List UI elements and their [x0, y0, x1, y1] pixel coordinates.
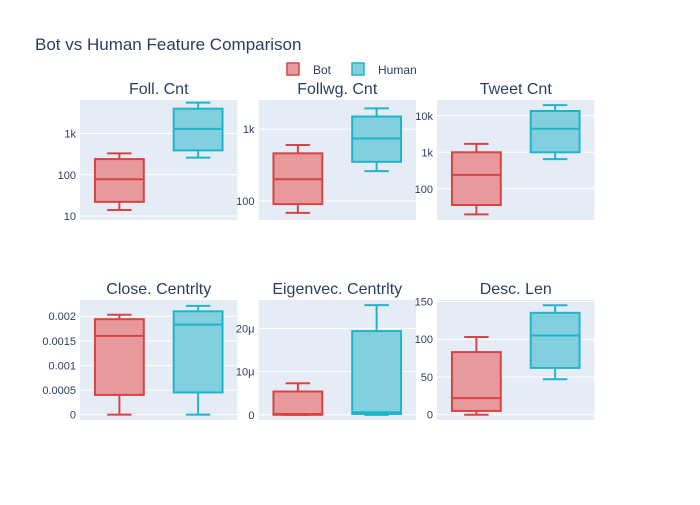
box-body-human-close-centrlty: [172, 310, 224, 394]
box-human-desc-len: [529, 304, 581, 381]
legend-label-human: Human: [378, 63, 417, 77]
box-human-foll-cnt: [172, 101, 224, 159]
y-tick-label-tweet-cnt-2: 10k: [415, 111, 433, 123]
box-body-bot-eigenvec-centrlty: [272, 390, 324, 416]
y-tick-label-tweet-cnt-1: 1k: [421, 147, 433, 159]
y-tick-label-desc-len-1: 50: [421, 372, 433, 384]
y-tick-label-eigenvec-centrlty-2: 20μ: [236, 323, 255, 335]
box-bot-follwg-cnt: [272, 144, 324, 214]
panel-title-follwg-cnt: Follwg. Cnt: [297, 81, 378, 98]
panel-close-centrlty: 0 0.0005 0.001 0.0015 0.002 Close. Centrlty: [42, 281, 238, 422]
panel-eigenvec-centrlty: 0 10μ 20μ Eigenvec. Centrlty: [236, 281, 416, 422]
panel-title-foll-cnt: Foll. Cnt: [129, 81, 189, 98]
panel-follwg-cnt: 100 1k Follwg. Cnt: [236, 81, 416, 220]
box-bot-foll-cnt: [93, 152, 145, 211]
panel-title-eigenvec-centrlty: Eigenvec. Centrlty: [272, 281, 402, 298]
y-tick-label-follwg-cnt-0: 100: [236, 196, 254, 208]
y-tick-label-foll-cnt-0: 10: [64, 211, 76, 223]
y-tick-label-desc-len-0: 0: [427, 410, 433, 422]
legend-item-human[interactable]: Human: [351, 62, 417, 77]
panel-desc-len: 0 50 100 150 Desc. Len: [415, 281, 595, 422]
y-tick-label-eigenvec-centrlty-0: 0: [248, 410, 254, 422]
y-tick-label-foll-cnt-2: 1k: [64, 129, 76, 141]
y-tick-label-tweet-cnt-0: 100: [415, 184, 433, 196]
box-human-follwg-cnt: [351, 107, 403, 173]
y-tick-label-close-centrlty-3: 0.0015: [42, 336, 76, 348]
legend[interactable]: Bot Human: [286, 62, 417, 77]
legend-swatch-bot: [286, 62, 300, 76]
legend-swatch-human: [351, 62, 365, 76]
box-human-tweet-cnt: [529, 104, 581, 161]
box-bot-eigenvec-centrlty: [272, 382, 324, 416]
box-body-bot-foll-cnt: [93, 158, 145, 203]
y-tick-label-follwg-cnt-1: 1k: [243, 124, 255, 136]
box-body-human-eigenvec-centrlty: [351, 330, 403, 415]
box-human-close-centrlty: [172, 304, 224, 416]
y-tick-label-close-centrlty-1: 0.0005: [42, 385, 76, 397]
y-tick-label-eigenvec-centrlty-1: 10μ: [236, 367, 255, 379]
box-bot-close-centrlty: [93, 313, 145, 416]
y-tick-label-desc-len-2: 100: [415, 334, 433, 346]
box-bot-tweet-cnt: [450, 142, 502, 216]
figure-title: Bot vs Human Feature Comparison: [35, 35, 301, 54]
panel-title-tweet-cnt: Tweet Cnt: [480, 81, 553, 98]
box-human-eigenvec-centrlty: [351, 304, 403, 416]
box-body-bot-close-centrlty: [93, 318, 145, 396]
box-body-human-desc-len: [529, 311, 581, 369]
panel-title-close-centrlty: Close. Centrlty: [106, 281, 211, 298]
box-body-bot-desc-len: [450, 351, 502, 412]
box-body-human-tweet-cnt: [529, 109, 581, 154]
box-body-bot-tweet-cnt: [450, 151, 502, 207]
legend-label-bot: Bot: [313, 63, 332, 77]
panel-title-desc-len: Desc. Len: [480, 281, 552, 298]
y-tick-label-desc-len-3: 150: [415, 297, 433, 309]
legend-item-bot[interactable]: Bot: [286, 62, 332, 77]
panel-foll-cnt: 10 100 1k Foll. Cnt: [58, 81, 238, 223]
y-tick-label-close-centrlty-2: 0.001: [48, 360, 76, 372]
y-tick-label-close-centrlty-0: 0: [70, 410, 76, 422]
panel-tweet-cnt: 100 1k 10k Tweet Cnt: [415, 81, 595, 220]
box-bot-desc-len: [450, 335, 502, 416]
y-tick-label-close-centrlty-4: 0.002: [48, 311, 76, 323]
y-tick-label-foll-cnt-1: 100: [58, 170, 76, 182]
